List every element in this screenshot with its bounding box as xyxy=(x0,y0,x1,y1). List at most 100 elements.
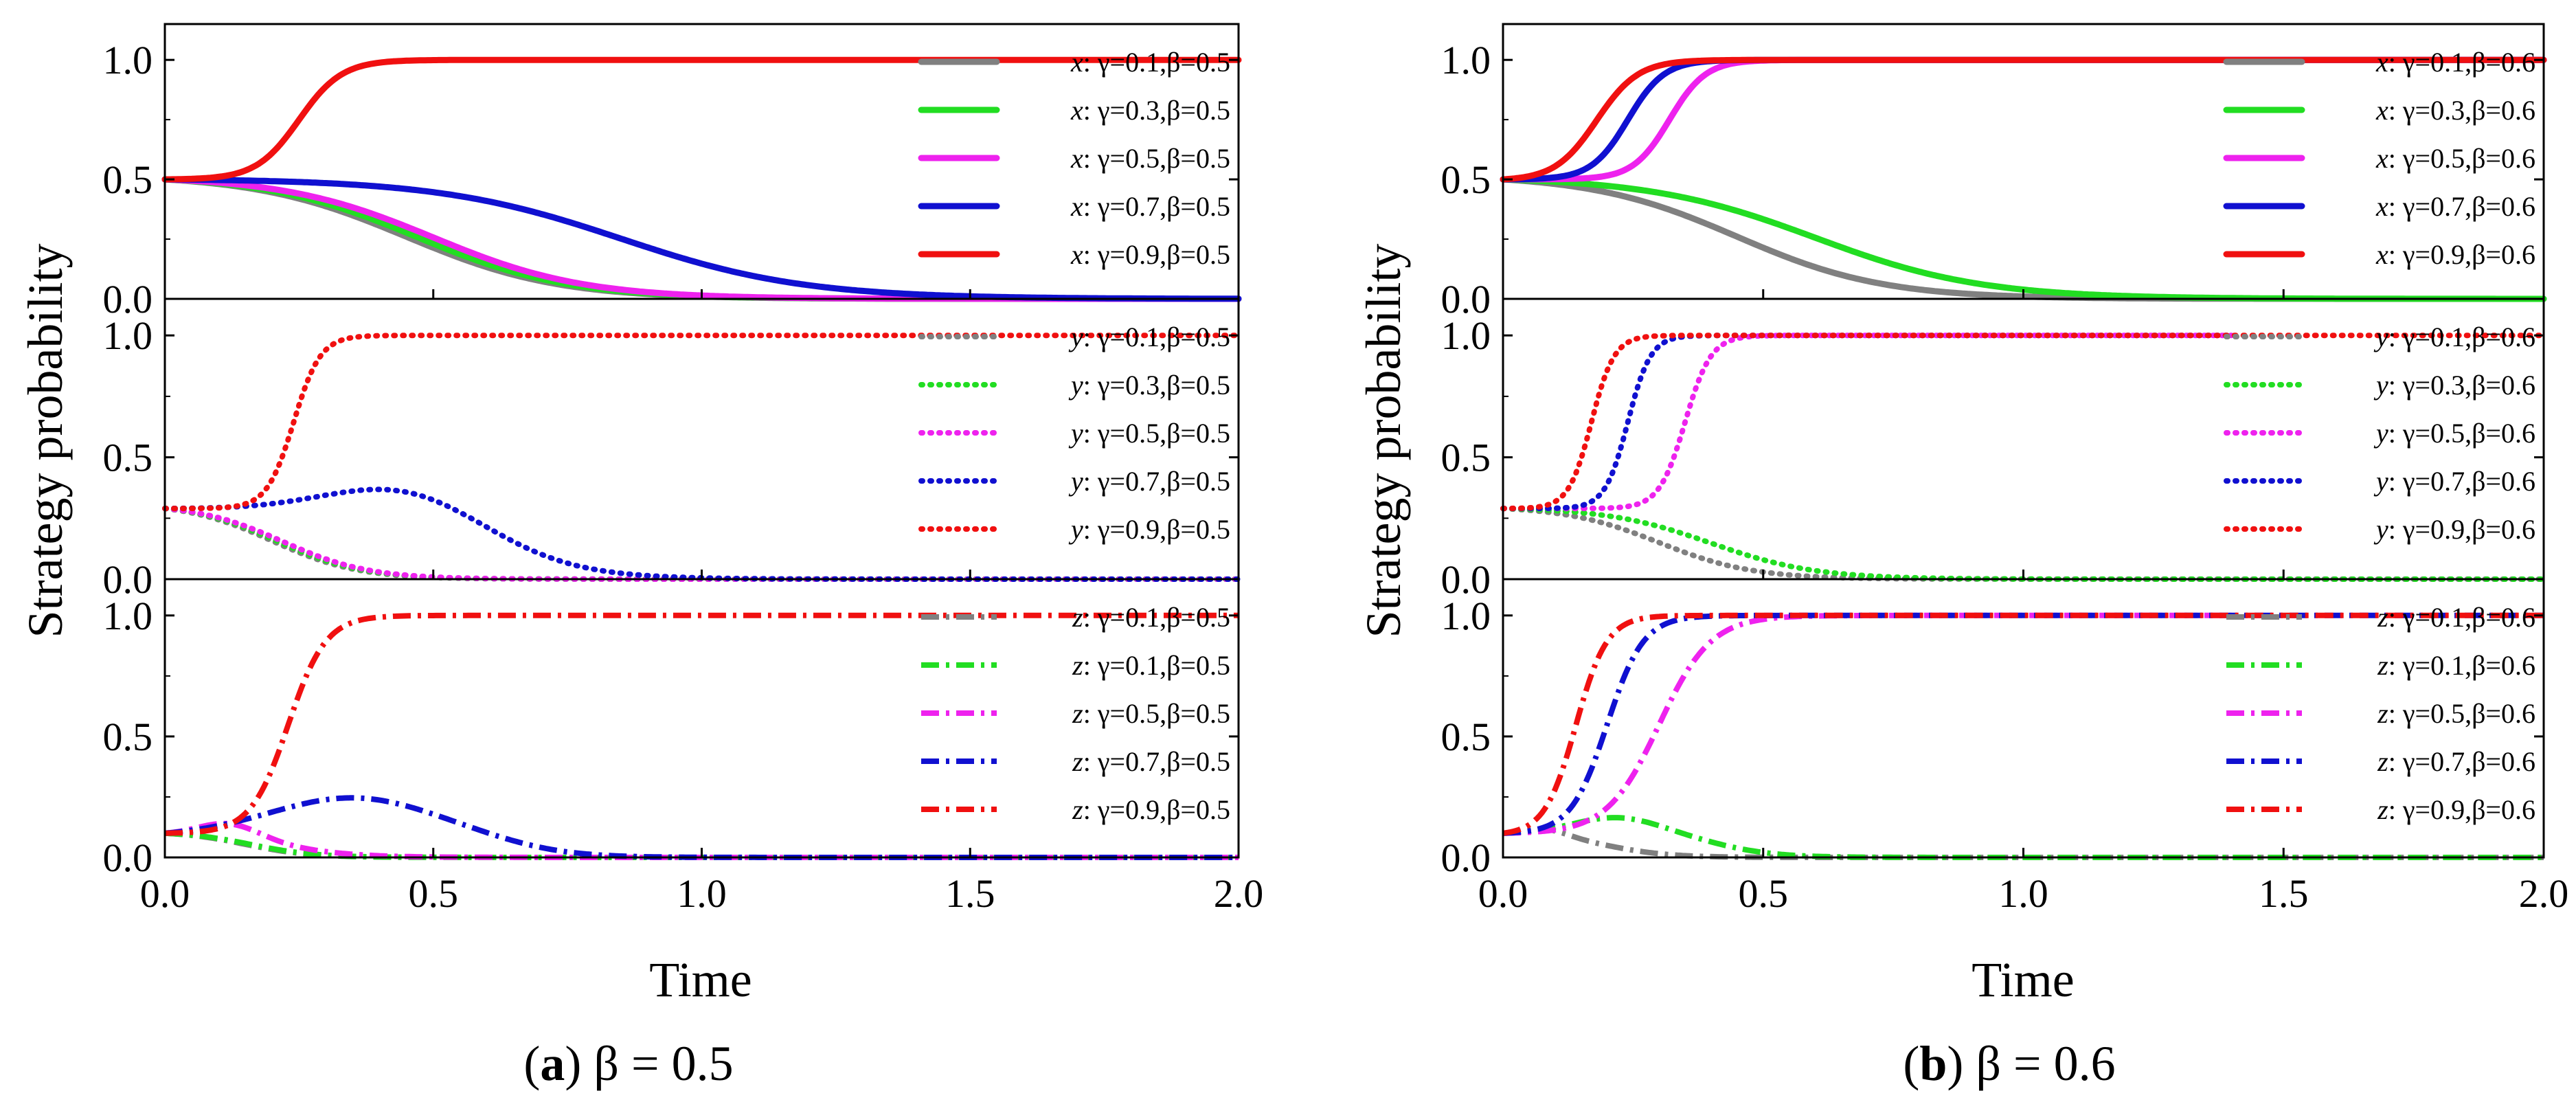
y-tick-label: 0.0 xyxy=(1441,277,1491,322)
legend-variable: x xyxy=(2375,143,2388,174)
legend-label: y: γ=0.1,β=0.5 xyxy=(1068,322,1230,352)
legend-variable: z xyxy=(2377,698,2388,729)
legend-label: x: γ=0.1,β=0.5 xyxy=(1070,47,1230,78)
legend-variable: y xyxy=(1068,514,1083,545)
legend-label: z: γ=0.5,β=0.5 xyxy=(1072,698,1230,729)
panel-caption: (a) β = 0.5 xyxy=(523,1036,733,1091)
legend-params: : γ=0.7,β=0.6 xyxy=(2388,466,2535,497)
legend-variable: z xyxy=(1072,698,1083,729)
caption-paren-close: ) xyxy=(1947,1036,1976,1091)
legend-label: y: γ=0.1,β=0.6 xyxy=(2373,322,2535,352)
legend-variable: y xyxy=(2373,322,2388,352)
legend-variable: z xyxy=(2377,650,2388,681)
legend-label: x: γ=0.1,β=0.6 xyxy=(2375,47,2535,78)
legend-variable: y xyxy=(1068,466,1083,497)
legend-params: : γ=0.7,β=0.6 xyxy=(2388,746,2535,777)
legend-label: z: γ=0.1,β=0.5 xyxy=(1072,650,1230,681)
caption-text: β = 0.5 xyxy=(594,1036,733,1091)
subplot-y: y: γ=0.1,β=0.6y: γ=0.3,β=0.6y: γ=0.5,β=0… xyxy=(1441,297,2546,602)
legend-variable: x xyxy=(2375,95,2388,126)
legend-label: y: γ=0.9,β=0.5 xyxy=(1068,514,1230,545)
subplot-z: z: γ=0.1,β=0.6z: γ=0.1,β=0.6z: γ=0.5,β=0… xyxy=(1441,578,2545,880)
subplot-y: y: γ=0.1,β=0.5y: γ=0.3,β=0.5y: γ=0.5,β=0… xyxy=(103,297,1241,602)
x-tick-label: 0.0 xyxy=(140,871,190,916)
legend-params: : γ=0.7,β=0.5 xyxy=(1083,191,1230,222)
caption-paren-close: ) xyxy=(565,1036,594,1091)
legend-variable: x xyxy=(2375,191,2388,222)
legend-label: x: γ=0.9,β=0.5 xyxy=(1070,239,1230,270)
legend-label: x: γ=0.5,β=0.5 xyxy=(1070,143,1230,174)
legend-params: : γ=0.1,β=0.6 xyxy=(2388,650,2535,681)
legend-params: : γ=0.3,β=0.5 xyxy=(1083,95,1230,126)
x-axis-title: Time xyxy=(649,952,752,1007)
legend-variable: x xyxy=(1070,143,1083,174)
series-line xyxy=(1500,56,2547,183)
series-line xyxy=(164,612,1239,836)
legend-params: : γ=0.5,β=0.5 xyxy=(1083,143,1230,174)
panel-b: x: γ=0.1,β=0.6x: γ=0.3,β=0.6x: γ=0.5,β=0… xyxy=(1356,23,2568,1091)
legend-label: y: γ=0.3,β=0.5 xyxy=(1068,370,1230,401)
y-axis-title: Strategy probability xyxy=(18,244,73,638)
legend-label: z: γ=0.9,β=0.5 xyxy=(1072,794,1230,825)
x-tick-label: 0.5 xyxy=(1739,871,1789,916)
legend-params: : γ=0.1,β=0.5 xyxy=(1083,602,1230,633)
legend-params: : γ=0.5,β=0.6 xyxy=(2388,143,2535,174)
legend-variable: y xyxy=(2373,370,2388,401)
legend-params: : γ=0.9,β=0.6 xyxy=(2388,514,2535,545)
legend-params: : γ=0.1,β=0.6 xyxy=(2388,322,2535,352)
caption-letter: b xyxy=(1919,1036,1947,1091)
legend-label: y: γ=0.5,β=0.6 xyxy=(2373,418,2535,449)
legend-label: z: γ=0.1,β=0.6 xyxy=(2377,650,2535,681)
y-axis-title: Strategy probability xyxy=(1356,244,1411,638)
y-tick-label: 0.0 xyxy=(1441,557,1491,602)
panel-a: x: γ=0.1,β=0.5x: γ=0.3,β=0.5x: γ=0.5,β=0… xyxy=(18,23,1263,1091)
legend-variable: y xyxy=(1068,322,1083,352)
legend-params: : γ=0.7,β=0.5 xyxy=(1083,466,1230,497)
legend-label: z: γ=0.1,β=0.5 xyxy=(1072,602,1230,633)
series-line xyxy=(1502,826,2544,860)
subplot-z: z: γ=0.1,β=0.5z: γ=0.1,β=0.5z: γ=0.5,β=0… xyxy=(103,578,1240,880)
legend-label: x: γ=0.7,β=0.6 xyxy=(2375,191,2535,222)
x-axis-title: Time xyxy=(1971,952,2074,1007)
x-tick-label: 1.5 xyxy=(945,871,995,916)
legend-variable: y xyxy=(2373,466,2388,497)
x-tick-label: 0.0 xyxy=(1478,871,1528,916)
y-tick-label: 0.5 xyxy=(103,157,153,202)
y-tick-label: 1.0 xyxy=(1441,313,1491,358)
legend-params: : γ=0.1,β=0.6 xyxy=(2388,602,2535,633)
x-tick-label: 0.5 xyxy=(409,871,459,916)
legend-variable: z xyxy=(1072,650,1083,681)
legend-variable: x xyxy=(1070,95,1083,126)
legend-label: y: γ=0.7,β=0.6 xyxy=(2373,466,2535,497)
caption-text: β = 0.6 xyxy=(1976,1036,2115,1091)
x-tick-label: 1.0 xyxy=(677,871,727,916)
y-tick-label: 0.5 xyxy=(1441,715,1491,759)
legend-label: y: γ=0.7,β=0.5 xyxy=(1068,466,1230,497)
legend-variable: z xyxy=(1072,746,1083,777)
legend-variable: x xyxy=(1070,47,1083,78)
series-line xyxy=(1500,333,2546,512)
legend-params: : γ=0.1,β=0.5 xyxy=(1083,47,1230,78)
y-tick-label: 1.0 xyxy=(1441,38,1491,82)
legend-label: z: γ=0.7,β=0.6 xyxy=(2377,746,2535,777)
legend-params: : γ=0.1,β=0.5 xyxy=(1083,650,1230,681)
legend-variable: z xyxy=(2377,602,2388,633)
panel-caption: (b) β = 0.6 xyxy=(1903,1036,2115,1091)
legend-params: : γ=0.9,β=0.5 xyxy=(1083,794,1230,825)
legend-params: : γ=0.9,β=0.5 xyxy=(1083,239,1230,270)
legend-label: x: γ=0.5,β=0.6 xyxy=(2375,143,2535,174)
legend-variable: x xyxy=(1070,191,1083,222)
legend-label: x: γ=0.3,β=0.6 xyxy=(2375,95,2535,126)
legend-params: : γ=0.5,β=0.5 xyxy=(1083,698,1230,729)
legend-label: y: γ=0.5,β=0.5 xyxy=(1068,418,1230,449)
x-tick-label: 1.0 xyxy=(1998,871,2048,916)
caption-paren-open: ( xyxy=(523,1036,540,1091)
series-line xyxy=(1502,612,2233,836)
legend-params: : γ=0.3,β=0.6 xyxy=(2388,370,2535,401)
y-tick-label: 0.0 xyxy=(1441,835,1491,880)
legend-params: : γ=0.5,β=0.5 xyxy=(1083,418,1230,449)
legend-label: z: γ=0.7,β=0.5 xyxy=(1072,746,1230,777)
y-tick-label: 0.5 xyxy=(1441,157,1491,202)
series-line xyxy=(1502,612,2544,836)
legend-params: : γ=0.1,β=0.6 xyxy=(2388,47,2535,78)
